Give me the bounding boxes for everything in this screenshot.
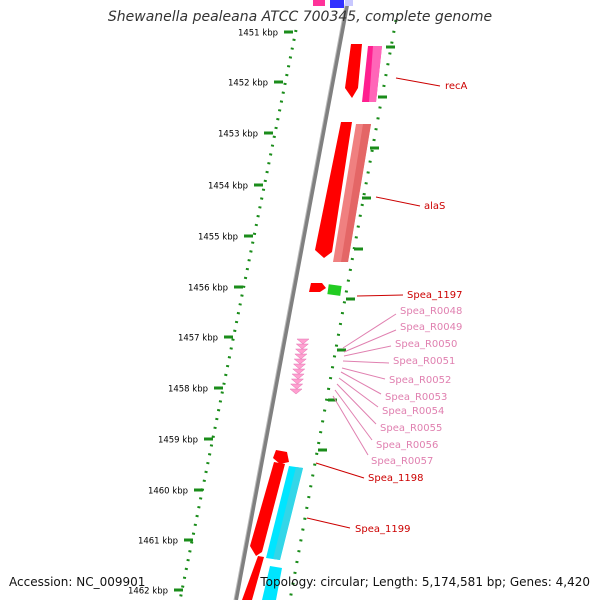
gene-label-spea-r0053[interactable]: Spea_R0053 [385,392,447,403]
gene-spea-1198-forward [250,462,285,556]
scale-tick-label: 1455 kbp [198,233,238,243]
callout-line-spea-r0057 [332,395,369,456]
trna-gene [289,388,303,395]
gene-label-spea-r0054[interactable]: Spea_R0054 [382,406,444,417]
callout-line-spea-r0054 [338,377,379,408]
gene-spea-1197-red [309,283,326,292]
gene-label-recA[interactable]: recA [445,81,468,92]
scale-tick-label: 1454 kbp [208,182,248,192]
callout-line-spea-r0055 [336,383,377,425]
genome-backbone [234,0,350,600]
scale-tick-label: 1456 kbp [188,284,228,294]
genome-summary: Topology: circular; Length: 5,174,581 bp… [260,575,590,589]
gene-label-spea-r0052[interactable]: Spea_R0052 [389,375,451,386]
trna-gene [295,343,309,350]
callout-line-spea-r0050 [343,345,392,357]
callout-line-spea-1197 [356,294,404,297]
trna-gene [294,348,309,355]
genome-title: Shewanella pealeana ATCC 700345, complet… [107,9,493,25]
gene-callouts: recA alaS Spea_1197 Spea_R0048 Spea_R0049 Spe… [306,77,468,535]
trna-gene [292,368,306,375]
gene-bottom-cyan [262,566,282,600]
callout-line-recA [395,77,441,87]
callout-line-spea-r0056 [334,389,373,441]
scale-tick-label: 1451 kbp [238,29,278,39]
callout-line-spea-r0052 [341,367,386,380]
gene-label-spea-1197[interactable]: Spea_1197 [407,290,462,301]
gene-reca-magenta-shade [369,46,382,102]
gene-label-alaS[interactable]: alaS [424,201,445,212]
gene-label-spea-1199[interactable]: Spea_1199 [355,524,410,535]
accession-label: Accession: NC_009901 [9,575,146,589]
gene-label-spea-r0048[interactable]: Spea_R0048 [400,306,462,317]
gene-label-spea-r0055[interactable]: Spea_R0055 [380,423,442,434]
scale-tick-label: 1461 kbp [138,537,178,547]
trna-gene [290,383,304,390]
gene-alas-pink-shade [341,124,371,262]
trna-gene [296,338,310,345]
trna-gene [293,358,307,365]
trna-gene [290,378,305,385]
genome-backbone-highlight [233,0,347,600]
trna-gene [291,373,305,380]
trna-gene [292,363,307,370]
scale-ticks: 1451 kbp 1452 kbp 1453 kbp 1454 kbp 1455 kbp… [128,29,395,597]
gene-label-spea-1198[interactable]: Spea_1198 [368,473,423,484]
trna-gene [294,353,308,360]
scale-tick-label: 1458 kbp [168,385,208,395]
gene-spea-1198-small [273,450,289,464]
gene-label-spea-r0049[interactable]: Spea_R0049 [400,322,462,333]
callout-line-spea-1198 [315,462,365,479]
scale-tick-label: 1459 kbp [158,436,198,446]
gene-bottom-red [242,556,264,600]
callout-line-spea-r0048 [342,313,397,349]
scale-tick-label: 1460 kbp [148,487,188,497]
callout-line-alaS [375,196,421,207]
gene-alas-forward [315,122,352,258]
gene-spea-1199-cyan-shade [273,467,303,560]
gene-top-magenta [313,0,325,6]
scale-tick-label: 1462 kbp [128,587,168,597]
scale-tick-label: 1452 kbp [228,79,268,89]
callout-line-spea-r0049 [343,329,397,353]
callout-line-spea-r0053 [340,371,382,395]
scale-tick-label: 1453 kbp [218,130,258,140]
gene-top-lavender [345,0,353,6]
gene-label-spea-r0057[interactable]: Spea_R0057 [371,456,433,467]
callout-line-spea-1199 [306,517,351,529]
trna-cluster [289,338,310,395]
callout-line-spea-r0051 [342,360,390,364]
gene-reca-forward [345,44,362,98]
gene-label-spea-r0050[interactable]: Spea_R0050 [395,339,457,350]
gene-top-blue [330,0,344,8]
gene-label-spea-r0051[interactable]: Spea_R0051 [393,356,455,367]
scale-tick-label: 1457 kbp [178,334,218,344]
gene-spea-1197-green [327,284,342,296]
gene-label-spea-r0056[interactable]: Spea_R0056 [376,440,438,451]
